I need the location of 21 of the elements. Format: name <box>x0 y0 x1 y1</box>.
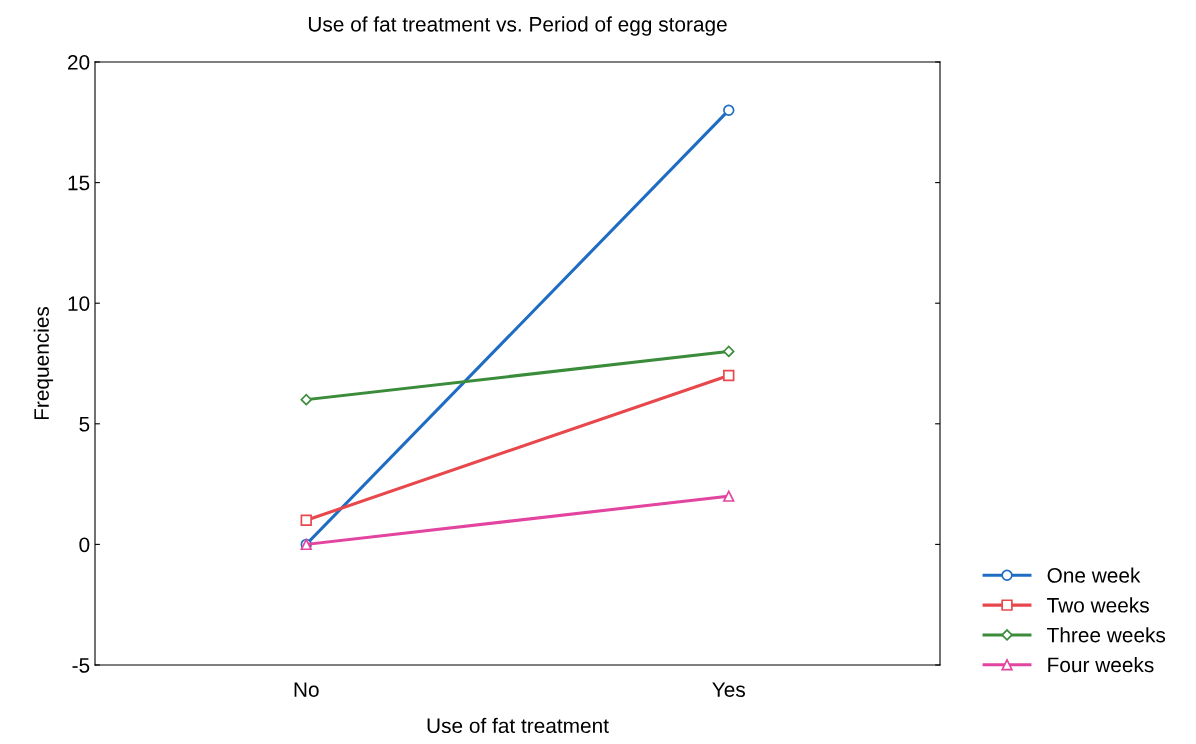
x-tick-label: Yes <box>712 682 745 697</box>
legend-label: Three weeks <box>1047 627 1166 643</box>
legend-label: One week <box>1047 567 1141 583</box>
point <box>300 514 312 526</box>
y-tick-label: 0 <box>79 537 90 553</box>
y-tick-label: 15 <box>68 175 90 191</box>
point <box>723 345 735 358</box>
x-axis-title: Use of fat treatment <box>427 717 609 734</box>
y-tick-label: -5 <box>72 658 90 673</box>
y-tick-label: 10 <box>68 296 90 311</box>
y-axis-title: Frequencies <box>33 306 54 420</box>
point <box>723 369 735 382</box>
y-tick-label: 5 <box>79 417 90 432</box>
point <box>723 104 735 116</box>
x-tick-label: No <box>294 682 319 697</box>
y-tick-label: 20 <box>68 55 90 70</box>
chart-title: Use of fat treatment vs. Period of egg storage <box>308 16 727 36</box>
point <box>723 490 735 502</box>
point <box>300 393 312 406</box>
legend-label: Four weeks <box>1048 656 1154 673</box>
legend-label: Two weeks <box>1047 597 1149 613</box>
